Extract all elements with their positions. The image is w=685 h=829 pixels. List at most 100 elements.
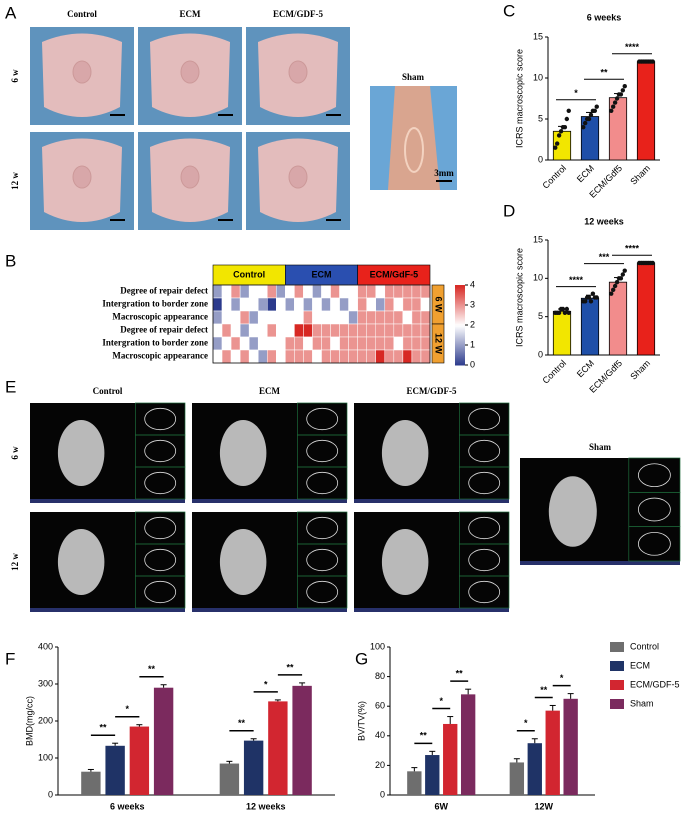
- ct-slice: [135, 466, 186, 500]
- heatmap-cell: [411, 323, 422, 338]
- heatmap-cell: [330, 297, 340, 312]
- defect: [404, 127, 424, 173]
- column-label: ECM/GDF-5: [407, 386, 457, 396]
- y-tick-label: 400: [38, 641, 53, 651]
- y-tick-label: 0: [48, 789, 53, 799]
- heatmap-cell: [375, 297, 386, 312]
- heatmap-cell: [321, 349, 331, 364]
- ct-slice: [297, 466, 348, 500]
- slice-bone: [638, 497, 671, 522]
- colorbar-step: [455, 307, 465, 310]
- defect: [72, 60, 92, 84]
- heatmap-cell: [239, 297, 250, 312]
- ct-scan: [192, 512, 347, 612]
- sham-label: Sham: [402, 72, 425, 82]
- y-tick-label: 100: [370, 641, 385, 651]
- heatmap-cell: [339, 310, 349, 325]
- panel-label: D: [503, 201, 515, 220]
- heatmap-cell: [312, 336, 322, 351]
- heatmap-cell: [411, 336, 422, 351]
- x-tick-label: 6W: [435, 801, 449, 811]
- bar: [552, 310, 572, 356]
- data-point: [592, 108, 598, 114]
- heatmap-cell: [276, 310, 286, 325]
- heatmap-cell: [267, 323, 277, 338]
- significance-label: **: [100, 723, 108, 733]
- row-label: 6 w: [10, 446, 20, 460]
- ct-footer: [520, 561, 680, 565]
- data-point: [556, 310, 562, 316]
- heatmap-cell: [294, 349, 304, 364]
- group-label: ECM/GdF-5: [370, 269, 419, 279]
- ct-footer: [354, 499, 509, 503]
- row-group-label: 12 W: [434, 333, 444, 355]
- y-tick-label: 15: [533, 234, 543, 244]
- colorbar-step: [455, 347, 465, 350]
- data-point: [620, 272, 626, 277]
- heatmap-cell: [267, 284, 277, 299]
- slice-bone: [144, 580, 177, 604]
- heatmap-cell: [375, 284, 386, 299]
- bar: [545, 710, 560, 795]
- ct-slice: [135, 575, 186, 609]
- slice-bone: [306, 407, 339, 431]
- heatmap-cell: [348, 297, 358, 312]
- heatmap-cell: [212, 297, 223, 312]
- row-group-label: 6 W: [434, 296, 444, 313]
- column-label: Control: [67, 9, 97, 19]
- heatmap-cell: [257, 336, 268, 351]
- data-point: [566, 310, 571, 316]
- y-tick-label: 5: [538, 311, 543, 321]
- bar: [563, 698, 578, 795]
- bone: [381, 529, 429, 595]
- data-point: [650, 260, 655, 266]
- colorbar-step: [455, 329, 465, 332]
- data-point: [560, 306, 566, 312]
- colorbar-step: [455, 357, 465, 360]
- colorbar-step: [455, 351, 465, 354]
- colorbar-step: [455, 345, 465, 348]
- heatmap-cell: [393, 297, 404, 312]
- heatmap-cell: [402, 349, 413, 364]
- heatmap-cell: [303, 336, 313, 351]
- data-point: [609, 108, 614, 114]
- data-point: [564, 116, 570, 122]
- defect: [72, 165, 92, 189]
- bar: [105, 745, 125, 795]
- legend-label: ECM: [630, 660, 650, 670]
- heatmap-cell: [230, 349, 241, 364]
- data-point: [614, 279, 620, 285]
- significance-label: ****: [569, 275, 584, 285]
- colorbar-label: 3: [470, 299, 475, 309]
- heatmap-cell: [384, 336, 395, 351]
- bar: [527, 743, 542, 795]
- bone: [548, 476, 597, 547]
- y-tick-label: 0: [380, 789, 385, 799]
- heatmap-cell: [375, 310, 386, 325]
- colorbar-step: [455, 289, 465, 292]
- colorbar-step: [455, 295, 465, 298]
- significance-label: *: [264, 679, 268, 689]
- ct-footer: [192, 499, 347, 503]
- legend-swatch: [610, 699, 624, 709]
- colorbar-step: [455, 319, 465, 322]
- heatmap-cell: [276, 336, 286, 351]
- ct-footer: [30, 499, 185, 503]
- significance-label: ****: [625, 244, 640, 254]
- y-tick-label: 60: [375, 701, 385, 711]
- slice-bone: [144, 548, 177, 572]
- heatmap-cell: [402, 310, 413, 325]
- ct-footer: [30, 608, 185, 612]
- bone: [219, 420, 267, 486]
- data-point: [564, 306, 570, 312]
- heatmap-cell: [294, 323, 304, 338]
- heatmap-cell: [239, 284, 250, 299]
- heatmap-cell: [239, 349, 250, 364]
- panel-label: F: [5, 649, 15, 668]
- data-point: [558, 129, 564, 134]
- heatmap-cell: [239, 310, 250, 325]
- heatmap-cell: [321, 310, 331, 325]
- heatmap-border: [212, 284, 431, 364]
- significance-label: **: [600, 68, 608, 78]
- slice-bone: [468, 548, 501, 572]
